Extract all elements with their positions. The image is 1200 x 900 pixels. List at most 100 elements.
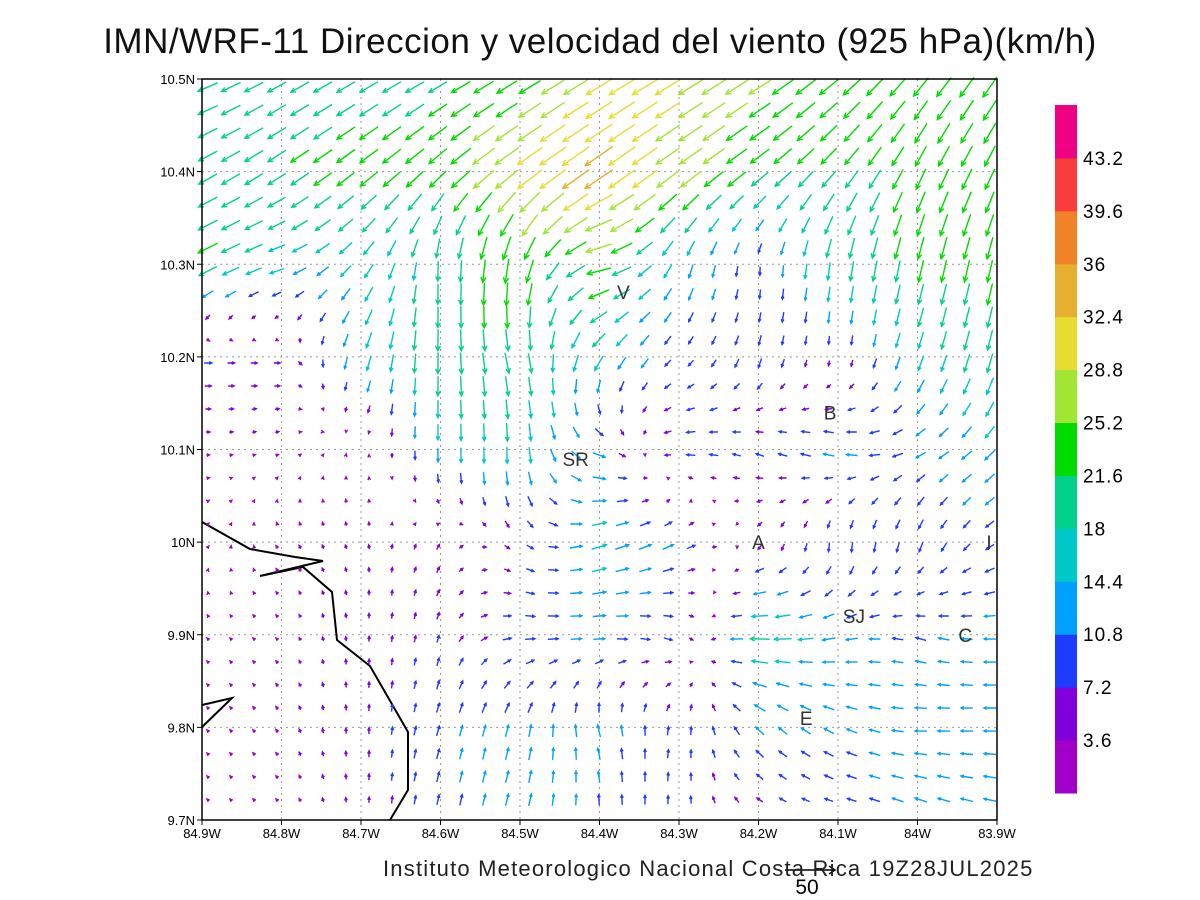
wind-arrow	[275, 590, 280, 595]
wind-arrow	[343, 357, 348, 371]
wind-arrow	[724, 79, 749, 95]
wind-arrow	[540, 192, 565, 213]
wind-arrow	[868, 728, 881, 734]
wind-arrow	[755, 407, 764, 412]
wind-arrow	[503, 614, 513, 618]
wind-arrow	[848, 261, 855, 283]
wind-arrow	[867, 705, 881, 710]
wind-arrow	[434, 352, 441, 376]
wind-arrow	[748, 636, 770, 642]
place-labels: V B SR A I SJ C E	[562, 283, 991, 730]
wind-arrow	[755, 797, 764, 803]
wind-arrow	[204, 361, 214, 365]
wind-arrow	[820, 147, 838, 165]
wind-arrow	[457, 260, 464, 284]
wind-arrow	[455, 215, 467, 237]
wind-arrow	[826, 520, 831, 529]
lon-tick-label: 84.7W	[342, 826, 380, 841]
wind-arrow	[321, 681, 325, 688]
wind-arrow	[711, 748, 716, 758]
colorbar-label: 3.6	[1083, 731, 1112, 752]
wind-arrow	[410, 239, 419, 258]
wind-arrow	[411, 284, 417, 305]
wind-arrow	[251, 705, 257, 710]
wind-arrow	[297, 360, 303, 366]
wind-arrow	[913, 682, 927, 687]
wind-arrow	[381, 81, 402, 94]
wind-arrow	[612, 288, 631, 300]
wind-arrow	[726, 171, 747, 188]
wind-arrow	[298, 544, 302, 549]
wind-arrow	[435, 448, 441, 464]
wind-arrow	[894, 566, 901, 575]
wind-arrow	[868, 169, 882, 190]
wind-arrow	[633, 193, 656, 211]
wind-arrow	[982, 99, 997, 122]
wind-arrow	[824, 407, 833, 412]
wind-arrow	[916, 260, 925, 284]
wind-arrow	[298, 337, 302, 344]
wind-arrow	[777, 726, 788, 736]
wind-arrow	[321, 543, 325, 550]
wind-arrow	[825, 262, 831, 282]
wind-arrow	[609, 218, 634, 233]
wind-arrow	[220, 243, 241, 253]
wind-arrow	[818, 78, 839, 96]
wind-arrow	[228, 544, 233, 549]
wind-arrow	[312, 81, 333, 93]
wind-arrow	[959, 636, 973, 641]
wind-arrow	[890, 774, 904, 780]
wind-arrow	[573, 378, 578, 395]
wind-arrow	[872, 358, 878, 369]
wind-arrow	[458, 747, 464, 760]
wind-arrow	[985, 329, 994, 352]
wind-arrow	[666, 725, 671, 736]
wind-arrow	[684, 217, 698, 234]
colorbar-swatch	[1055, 422, 1077, 476]
wind-arrow	[780, 358, 785, 369]
wind-arrow	[228, 314, 234, 320]
wind-arrow	[823, 797, 834, 803]
wind-arrow	[504, 792, 510, 806]
wind-arrow	[773, 171, 792, 188]
wind-arrow	[961, 426, 973, 439]
wind-arrow	[962, 214, 972, 238]
wind-arrow	[343, 452, 348, 458]
wind-arrow	[385, 217, 399, 234]
footer-credit: Instituto Meteorologico Nacional Costa R…	[383, 856, 1034, 881]
wind-arrow	[367, 498, 372, 503]
wind-arrow	[662, 567, 675, 573]
wind-arrow	[753, 704, 766, 712]
wind-arrow	[799, 452, 812, 457]
wind-arrow	[321, 773, 325, 780]
wind-arrow	[608, 193, 635, 211]
wind-arrow	[962, 354, 971, 374]
wind-arrow	[436, 611, 441, 620]
wind-arrow	[320, 475, 325, 481]
wind-arrow	[574, 769, 578, 783]
wind-arrow	[336, 171, 356, 187]
wind-arrow	[550, 354, 556, 374]
wind-arrow	[296, 314, 303, 321]
wind-arrow	[733, 568, 740, 572]
wind-arrow	[777, 429, 787, 434]
wind-arrow	[495, 80, 518, 94]
wind-arrow	[388, 285, 396, 304]
wind-arrow	[456, 237, 464, 260]
lat-tick-label: 9.8N	[168, 720, 195, 735]
wind-arrow	[892, 191, 904, 214]
wind-arrow	[312, 103, 333, 117]
wind-arrow	[984, 520, 995, 529]
wind-arrow	[708, 430, 719, 435]
lon-tick-label: 84.6W	[422, 826, 460, 841]
wind-arrow	[547, 591, 560, 596]
wind-arrow	[503, 659, 512, 665]
wind-arrow	[913, 100, 929, 121]
wind-arrow	[799, 704, 812, 711]
wind-arrow	[773, 148, 793, 165]
wind-arrow	[358, 103, 379, 117]
wind-arrow	[409, 216, 421, 235]
wind-arrow	[561, 169, 590, 190]
wind-arrow	[480, 636, 489, 642]
wind-arrow	[201, 290, 214, 299]
